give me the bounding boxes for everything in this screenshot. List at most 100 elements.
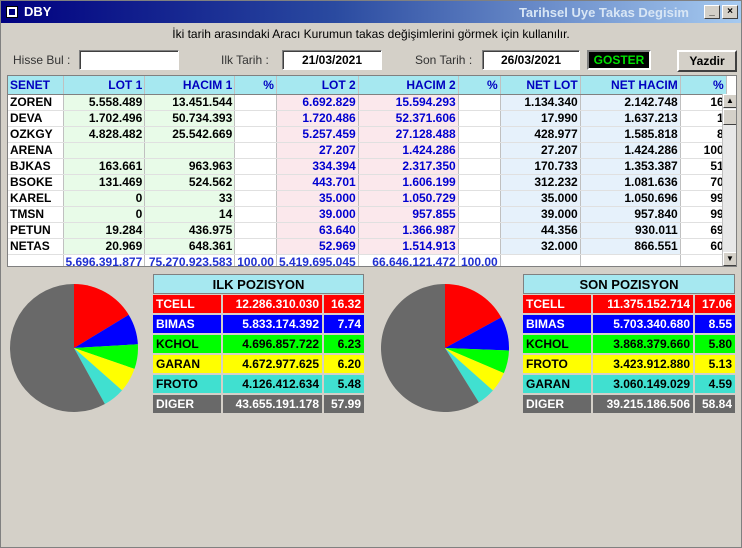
position-name: DIGER <box>522 394 592 414</box>
value-cell <box>458 158 501 175</box>
column-header[interactable]: % <box>234 76 277 95</box>
position-row: DIGER 43.655.191.178 57.99 <box>152 394 365 414</box>
pie-slice-garan <box>74 348 135 391</box>
value-cell: 8 <box>680 126 727 143</box>
value-cell <box>458 110 501 127</box>
value-cell: 163.661 <box>63 158 146 175</box>
position-name: DIGER <box>152 394 222 414</box>
position-value: 3.868.379.660 <box>592 334 694 354</box>
position-pct: 58.84 <box>694 394 736 414</box>
table-row[interactable]: PETUN 19.284 436.975 63.640 1.366.987 44.356 9… <box>8 222 727 239</box>
position-value: 4.126.412.634 <box>222 374 323 394</box>
value-cell: 957.855 <box>358 206 459 223</box>
son-tarih-label: Son Tarih : <box>415 53 473 67</box>
position-pct: 16.32 <box>323 294 365 314</box>
ilk-tarih-input[interactable]: 21/03/2021 <box>282 50 382 70</box>
position-value: 4.696.857.722 <box>222 334 323 354</box>
scroll-down-arrow-icon[interactable]: ▼ <box>723 252 736 266</box>
table-row[interactable]: ZOREN 5.558.489 13.451.544 6.692.829 15.594.… <box>8 94 727 111</box>
symbol-cell: KAREL <box>8 190 64 207</box>
table-row[interactable]: ARENA 27.207 1.424.286 27.207 1.424.286 100 <box>8 142 727 159</box>
son-pozisyon-title: SON POZISYON <box>523 274 735 294</box>
value-cell: 20.969 <box>63 238 146 255</box>
position-row: TCELL 12.286.310.030 16.32 <box>152 294 365 314</box>
goster-button[interactable]: GOSTER <box>587 50 651 70</box>
symbol-cell: TMSN <box>8 206 64 223</box>
value-cell <box>458 174 501 191</box>
yazdir-button[interactable]: Yazdir <box>677 50 737 72</box>
table-row[interactable]: DEVA 1.702.496 50.734.393 1.720.486 52.371.6… <box>8 110 727 127</box>
symbol-cell: DEVA <box>8 110 64 127</box>
value-cell <box>458 142 501 159</box>
position-value: 12.286.310.030 <box>222 294 323 314</box>
value-cell <box>144 142 236 159</box>
hint-text: İki tarih arasındaki Aracı Kurumun takas… <box>172 27 570 41</box>
position-name: TCELL <box>152 294 222 314</box>
position-name: FROTO <box>522 354 592 374</box>
value-cell <box>458 206 501 223</box>
app-icon[interactable] <box>6 6 18 18</box>
value-cell: 1.424.286 <box>358 142 459 159</box>
table-row[interactable]: NETAS 20.969 648.361 52.969 1.514.913 32.000 8… <box>8 238 727 255</box>
value-cell: 52.371.606 <box>358 110 459 127</box>
symbol-cell: NETAS <box>8 238 64 255</box>
value-cell: 1.585.818 <box>580 126 681 143</box>
table-row[interactable]: BSOKE 131.469 524.562 443.701 1.606.199 312.2… <box>8 174 727 191</box>
value-cell: 0 <box>63 206 146 223</box>
value-cell: 1.081.636 <box>580 174 681 191</box>
title-bar[interactable]: DBY Tarihsel Uye Takas Degisim _ × <box>1 1 741 23</box>
position-name: TCELL <box>522 294 592 314</box>
close-button[interactable]: × <box>722 5 738 19</box>
table-row[interactable]: KAREL 0 33 35.000 1.050.729 35.000 1.050.696 99 <box>8 190 727 207</box>
scroll-thumb[interactable] <box>723 109 736 125</box>
column-header[interactable]: % <box>458 76 501 95</box>
column-header[interactable]: HACIM 2 <box>358 76 459 95</box>
symbol-cell: OZKGY <box>8 126 64 143</box>
value-cell: 1.134.340 <box>500 94 581 111</box>
data-grid[interactable]: SENET LOT 1 HACIM 1% LOT 2 HACIM 2% NET LOT NE… <box>7 75 737 267</box>
value-cell: 51 <box>680 158 727 175</box>
position-row: BIMAS 5.833.174.392 7.74 <box>152 314 365 334</box>
total-cell: 100,00 <box>458 254 501 266</box>
column-header[interactable]: NET LOT <box>500 76 581 95</box>
position-value: 5.833.174.392 <box>222 314 323 334</box>
form-title: Tarihsel Uye Takas Degisim <box>518 5 689 20</box>
value-cell: 1.050.729 <box>358 190 459 207</box>
value-cell: 2.142.748 <box>580 94 681 111</box>
column-header[interactable]: HACIM 1 <box>144 76 236 95</box>
position-pct: 5.80 <box>694 334 736 354</box>
value-cell: 443.701 <box>276 174 359 191</box>
value-cell: 33 <box>144 190 236 207</box>
value-cell: 1.702.496 <box>63 110 146 127</box>
value-cell: 27.207 <box>276 142 359 159</box>
column-header[interactable]: % <box>680 76 727 95</box>
position-row: GARAN 3.060.149.029 4.59 <box>522 374 736 394</box>
value-cell <box>458 126 501 143</box>
column-header[interactable]: SENET <box>8 76 64 95</box>
pie-slice-kchol <box>445 348 509 374</box>
value-cell: 428.977 <box>500 126 581 143</box>
position-name: FROTO <box>152 374 222 394</box>
position-value: 3.423.912.880 <box>592 354 694 374</box>
table-row[interactable]: TMSN 0 14 39.000 957.855 39.000 957.840 99 <box>8 206 727 223</box>
pie-slice-garan <box>445 348 493 403</box>
value-cell <box>234 238 277 255</box>
vertical-scrollbar[interactable]: ▲ ▼ <box>722 94 736 266</box>
minimize-button[interactable]: _ <box>704 5 720 19</box>
value-cell: 32.000 <box>500 238 581 255</box>
column-header[interactable]: NET HACIM <box>580 76 681 95</box>
table-row[interactable]: BJKAS 163.661 963.963 334.394 2.317.350 170.7… <box>8 158 727 175</box>
hisse-search-input[interactable] <box>79 50 179 70</box>
column-header[interactable]: LOT 2 <box>276 76 359 95</box>
son-tarih-input[interactable]: 26/03/2021 <box>482 50 580 70</box>
position-pct: 4.59 <box>694 374 736 394</box>
value-cell: 1 <box>680 110 727 127</box>
value-cell: 131.469 <box>63 174 146 191</box>
scroll-up-arrow-icon[interactable]: ▲ <box>723 94 736 108</box>
column-header[interactable]: LOT 1 <box>63 76 146 95</box>
value-cell: 2.317.350 <box>358 158 459 175</box>
takas-table: SENET LOT 1 HACIM 1% LOT 2 HACIM 2% NET LOT NE… <box>8 76 727 266</box>
table-row[interactable]: OZKGY 4.828.482 25.542.669 5.257.459 27.128.… <box>8 126 727 143</box>
value-cell: 39.000 <box>276 206 359 223</box>
